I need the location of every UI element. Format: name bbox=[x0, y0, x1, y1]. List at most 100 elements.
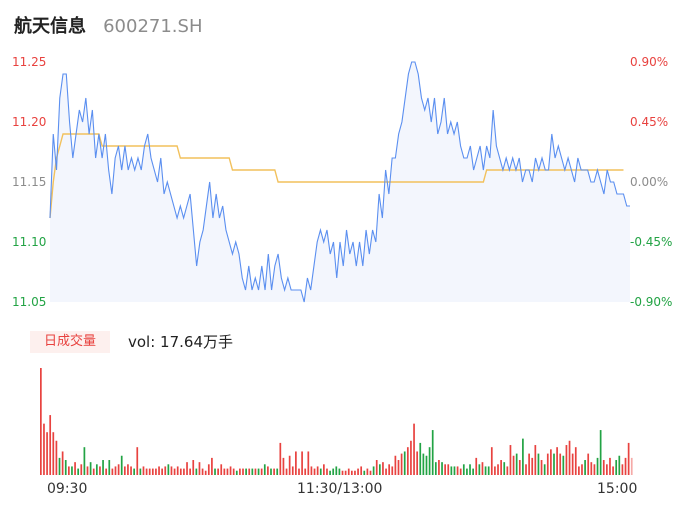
volume-bar bbox=[438, 460, 440, 475]
volume-bar bbox=[525, 464, 527, 475]
volume-bar bbox=[158, 466, 160, 475]
volume-bar bbox=[466, 468, 468, 475]
volume-bar bbox=[518, 460, 521, 475]
volume-bar bbox=[425, 455, 428, 475]
volume-bar bbox=[509, 445, 512, 475]
volume-bar bbox=[179, 468, 182, 475]
volume-bar bbox=[130, 466, 132, 475]
volume-bar bbox=[127, 464, 129, 475]
volume-bar bbox=[478, 464, 481, 475]
volume-bar bbox=[58, 457, 61, 475]
volume-bar bbox=[515, 453, 518, 475]
volume-bar bbox=[139, 468, 142, 475]
stock-code: 600271.SH bbox=[103, 16, 203, 37]
volume-bar bbox=[512, 455, 515, 475]
volume-bar bbox=[475, 457, 478, 475]
volume-bar bbox=[295, 451, 297, 475]
volume-bar bbox=[450, 466, 453, 475]
price-tick-label: 11.10 bbox=[12, 235, 47, 249]
volume-bar bbox=[161, 468, 163, 475]
volume-bar bbox=[546, 453, 549, 475]
volume-bar bbox=[260, 468, 263, 475]
volume-bar bbox=[99, 466, 101, 475]
price-tick-label: 11.05 bbox=[12, 295, 47, 309]
volume-bar bbox=[537, 453, 540, 475]
volume-bar bbox=[307, 451, 310, 475]
volume-bar bbox=[198, 462, 201, 475]
volume-bar bbox=[319, 468, 322, 475]
volume-bar bbox=[562, 455, 565, 475]
volume-bar bbox=[553, 453, 555, 475]
volume-bar bbox=[441, 462, 443, 475]
volume-bar bbox=[279, 442, 282, 475]
volume-bar bbox=[574, 447, 577, 475]
volume-bar bbox=[556, 447, 558, 475]
volume-bar bbox=[621, 464, 624, 475]
volume-bar bbox=[397, 460, 400, 475]
volume-bar bbox=[291, 466, 294, 475]
volume-bar bbox=[599, 430, 602, 475]
volume-bar bbox=[145, 468, 148, 475]
volume-bar bbox=[133, 468, 136, 475]
volume-bar bbox=[114, 466, 117, 475]
volume-bar bbox=[406, 447, 409, 475]
volume-bar bbox=[304, 468, 307, 475]
volume-bar bbox=[276, 468, 279, 475]
volume-bar bbox=[251, 468, 254, 475]
volume-bar bbox=[335, 466, 338, 475]
volume-bar bbox=[357, 468, 359, 475]
volume-bar bbox=[248, 468, 251, 475]
volume-bar bbox=[313, 468, 316, 475]
volume-tab[interactable]: 日成交量 bbox=[30, 331, 110, 353]
time-tick-label: 15:00 bbox=[597, 481, 638, 497]
volume-bar bbox=[329, 470, 331, 475]
price-area bbox=[50, 62, 630, 302]
volume-bar bbox=[565, 445, 568, 475]
volume-bar bbox=[211, 457, 213, 475]
volume-bar bbox=[67, 466, 70, 475]
volume-bar bbox=[102, 460, 104, 475]
volume-bar bbox=[332, 468, 335, 475]
volume-bar bbox=[164, 466, 167, 475]
time-tick-label: 09:30 bbox=[47, 481, 88, 497]
volume-bar bbox=[189, 468, 191, 475]
volume-bar bbox=[301, 451, 303, 475]
volume-bar bbox=[151, 468, 154, 475]
volume-bar bbox=[400, 453, 403, 475]
volume-bar bbox=[310, 466, 313, 475]
volume-bar bbox=[388, 464, 391, 475]
volume-bar bbox=[105, 468, 108, 475]
volume-bar bbox=[416, 451, 419, 475]
volume-bar bbox=[257, 468, 260, 475]
volume-bar bbox=[288, 455, 291, 475]
volume-bar bbox=[447, 464, 450, 475]
volume-bar bbox=[419, 442, 422, 475]
volume-bar bbox=[490, 447, 493, 475]
volume-bar bbox=[108, 460, 111, 475]
volume-bar bbox=[239, 468, 241, 475]
volume-bar bbox=[559, 453, 562, 475]
volume-bar bbox=[263, 464, 266, 475]
volume-bar bbox=[431, 430, 434, 475]
volume-bar bbox=[627, 442, 630, 475]
pct-tick-label: 0.90% bbox=[630, 55, 669, 69]
volume-bar bbox=[71, 466, 73, 475]
volume-bar bbox=[192, 460, 195, 475]
volume-summary: vol: 17.64万手 bbox=[128, 333, 233, 351]
volume-bar bbox=[201, 468, 204, 475]
price-tick-label: 11.15 bbox=[12, 175, 47, 189]
volume-bar bbox=[232, 468, 235, 475]
volume-bar bbox=[590, 462, 593, 475]
volume-bar bbox=[270, 468, 272, 475]
volume-bar bbox=[316, 466, 319, 475]
volume-bar bbox=[522, 438, 524, 475]
volume-bar bbox=[503, 462, 506, 475]
volume-bar bbox=[43, 423, 45, 475]
volume-bar bbox=[136, 447, 139, 475]
volume-bar bbox=[117, 464, 120, 475]
volume-bar bbox=[298, 468, 300, 475]
volume-bar bbox=[61, 451, 64, 475]
volume-bar bbox=[462, 464, 465, 475]
volume-bar bbox=[568, 440, 571, 475]
